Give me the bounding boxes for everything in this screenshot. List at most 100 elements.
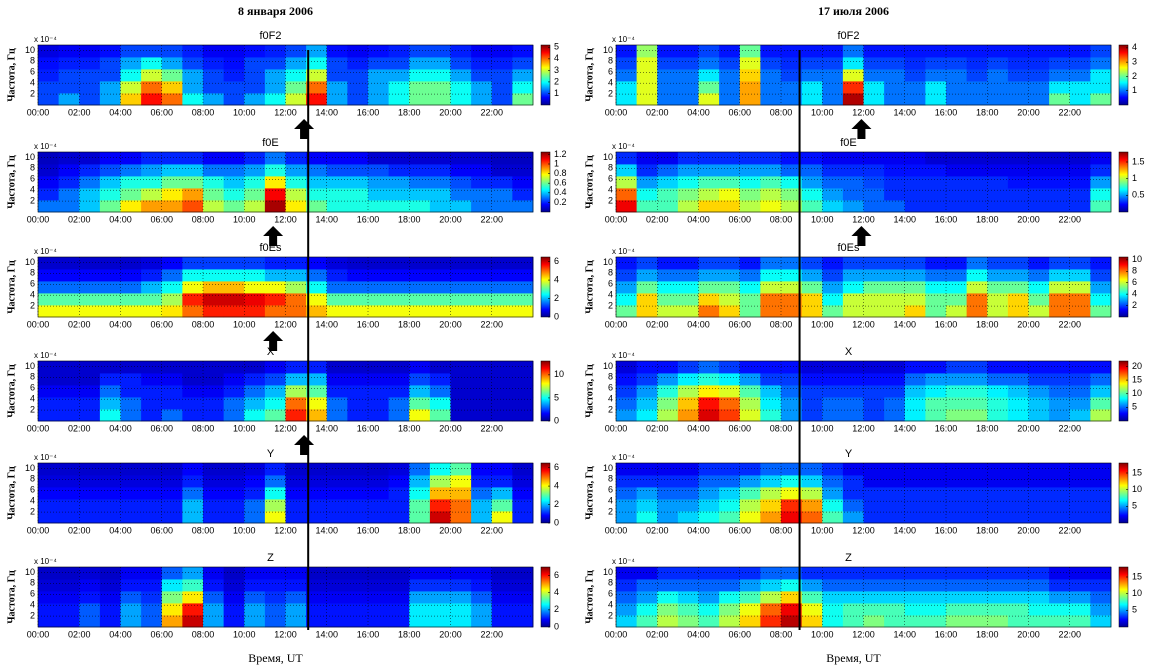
colorbar-tick-label: 5 bbox=[554, 42, 559, 52]
heat-cell bbox=[616, 188, 638, 201]
heat-cell bbox=[79, 269, 101, 282]
x-tick-label: 16:00 bbox=[357, 319, 380, 329]
heat-cell bbox=[739, 385, 761, 398]
heat-cell bbox=[244, 164, 266, 177]
heat-cell bbox=[1049, 373, 1071, 386]
heat-cell bbox=[326, 257, 348, 270]
heat-cell bbox=[698, 269, 720, 282]
x-tick-label: 08:00 bbox=[192, 319, 215, 329]
heat-cell bbox=[1069, 487, 1091, 500]
heat-cell bbox=[141, 269, 163, 282]
heat-cell bbox=[203, 81, 225, 94]
heat-cell bbox=[966, 305, 988, 318]
heat-cell bbox=[616, 487, 638, 500]
heat-cell bbox=[450, 397, 472, 410]
heat-cell bbox=[1007, 188, 1029, 201]
heat-cell bbox=[285, 511, 307, 524]
heat-cell bbox=[58, 409, 80, 422]
heat-cell bbox=[946, 603, 968, 616]
y-tick-label: 10 bbox=[25, 45, 35, 55]
heat-cell bbox=[429, 373, 451, 386]
heat-cell bbox=[326, 591, 348, 604]
heat-cell bbox=[141, 188, 163, 201]
heat-cell bbox=[120, 93, 142, 106]
heat-cell bbox=[306, 361, 328, 374]
heat-cell bbox=[987, 281, 1009, 294]
heat-cell bbox=[388, 69, 410, 82]
heat-cell bbox=[38, 164, 60, 177]
heat-cell bbox=[471, 373, 493, 386]
heat-cell bbox=[409, 269, 431, 282]
heat-cell bbox=[884, 152, 906, 165]
heat-cell bbox=[285, 269, 307, 282]
heat-cell bbox=[38, 487, 60, 500]
heat-cell bbox=[822, 200, 844, 213]
heat-cell bbox=[987, 269, 1009, 282]
heat-cell bbox=[79, 293, 101, 306]
heat-cell bbox=[306, 463, 328, 476]
heat-cell bbox=[781, 93, 803, 106]
heat-cell bbox=[987, 579, 1009, 592]
heat-cell bbox=[1049, 200, 1071, 213]
heat-cell bbox=[1007, 409, 1029, 422]
heat-cell bbox=[719, 152, 741, 165]
heat-cell bbox=[1028, 305, 1050, 318]
heat-cell bbox=[822, 57, 844, 70]
x-tick-label: 02:00 bbox=[646, 423, 669, 433]
heat-cell bbox=[203, 281, 225, 294]
heat-cell bbox=[141, 579, 163, 592]
heat-cell bbox=[244, 305, 266, 318]
y-tick-label: 2 bbox=[608, 88, 613, 98]
heat-cell bbox=[925, 93, 947, 106]
heat-cell bbox=[264, 409, 286, 422]
heat-cell bbox=[1090, 409, 1112, 422]
heat-cell bbox=[987, 567, 1009, 580]
heat-cell bbox=[244, 293, 266, 306]
heat-cell bbox=[306, 152, 328, 165]
y-tick-label: 6 bbox=[30, 174, 35, 184]
y-axis-label: Частота, Гц bbox=[584, 260, 595, 314]
heat-cell bbox=[264, 373, 286, 386]
y-tick-label: 6 bbox=[608, 383, 613, 393]
heat-cell bbox=[677, 511, 699, 524]
heat-cell bbox=[760, 579, 782, 592]
heat-cell bbox=[491, 603, 513, 616]
heat-cell bbox=[79, 567, 101, 580]
heat-cell bbox=[822, 487, 844, 500]
heat-cell bbox=[450, 305, 472, 318]
heat-cell bbox=[616, 152, 638, 165]
heat-cell bbox=[636, 188, 658, 201]
heat-cell bbox=[946, 409, 968, 422]
heat-cell bbox=[203, 176, 225, 189]
heat-cell bbox=[801, 397, 823, 410]
heat-cell bbox=[884, 93, 906, 106]
heat-cell bbox=[1049, 188, 1071, 201]
heat-cell bbox=[203, 200, 225, 213]
heat-cell bbox=[244, 487, 266, 500]
heat-cell bbox=[388, 409, 410, 422]
heat-cell bbox=[657, 591, 679, 604]
heat-cell bbox=[616, 603, 638, 616]
heat-cell bbox=[58, 305, 80, 318]
heat-cell bbox=[388, 269, 410, 282]
heat-cell bbox=[636, 463, 658, 476]
heat-cell bbox=[141, 567, 163, 580]
heat-cell bbox=[636, 69, 658, 82]
heat-cell bbox=[1007, 81, 1029, 94]
heat-cell bbox=[760, 373, 782, 386]
heat-cell bbox=[429, 591, 451, 604]
x-tick-label: 22:00 bbox=[1058, 107, 1081, 117]
y-tick-label: 2 bbox=[30, 506, 35, 516]
heat-cell bbox=[884, 57, 906, 70]
heat-cell bbox=[904, 305, 926, 318]
x-tick-label: 08:00 bbox=[192, 214, 215, 224]
heat-cell bbox=[285, 57, 307, 70]
x-tick-label: 12:00 bbox=[852, 423, 875, 433]
heat-cell bbox=[842, 511, 864, 524]
x-tick-label: 14:00 bbox=[893, 629, 916, 639]
heat-cell bbox=[719, 200, 741, 213]
heat-cell bbox=[512, 176, 534, 189]
heat-cell bbox=[326, 69, 348, 82]
heat-cell bbox=[1007, 603, 1029, 616]
heat-cell bbox=[38, 81, 60, 94]
